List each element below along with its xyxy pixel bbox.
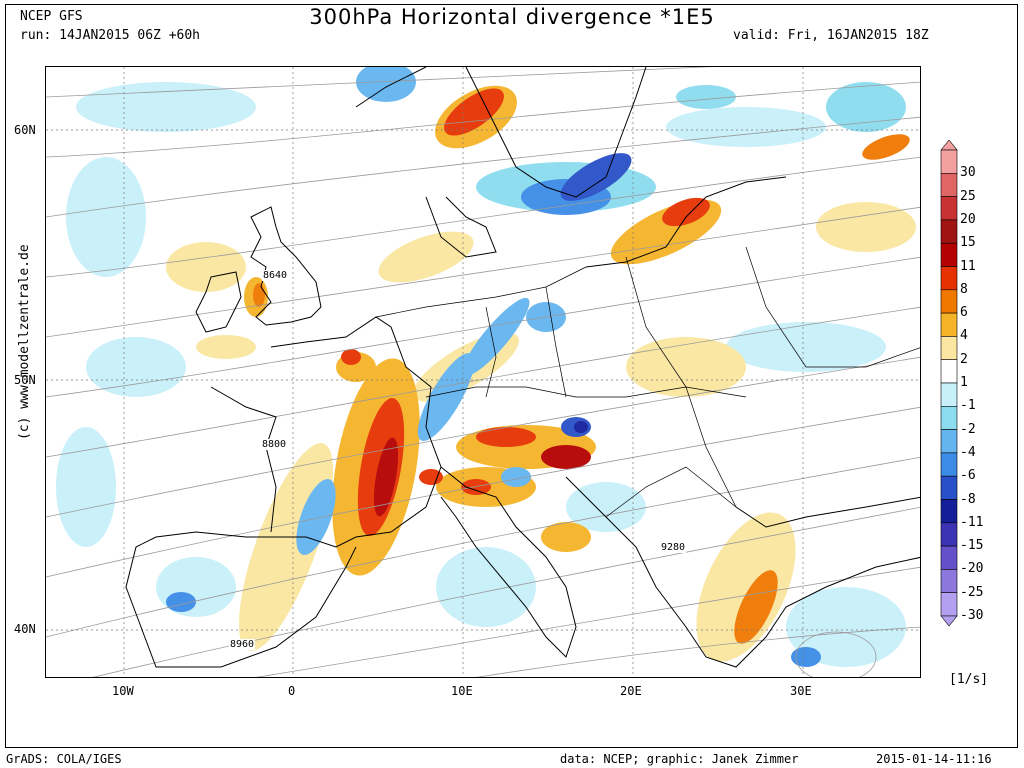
colorbar-label: 20 bbox=[960, 211, 976, 227]
colorbar-cell bbox=[940, 499, 958, 524]
lon-label-20e: 20E bbox=[620, 684, 642, 698]
colorbar-label: 30 bbox=[960, 165, 976, 181]
valid-time-label: valid: Fri, 16JAN2015 18Z bbox=[733, 28, 929, 43]
colorbar-label: 4 bbox=[960, 328, 968, 344]
model-label: NCEP GFS bbox=[20, 9, 83, 24]
lon-label-30e: 30E bbox=[790, 684, 812, 698]
colorbar-cell bbox=[940, 475, 958, 500]
colorbar-label: -4 bbox=[960, 444, 976, 460]
colorbar-cell bbox=[940, 289, 958, 314]
footer-timestamp: 2015-01-14-11:16 bbox=[876, 752, 992, 766]
colorbar-cell bbox=[940, 569, 958, 593]
contour-label-8960: 8960 bbox=[229, 639, 256, 650]
colorbar-cell bbox=[940, 405, 958, 430]
colorbar-label: -2 bbox=[960, 421, 976, 437]
colorbar-label: -6 bbox=[960, 468, 976, 484]
colorbar bbox=[940, 140, 958, 627]
colorbar-cell bbox=[940, 382, 958, 407]
divergence-shading bbox=[56, 67, 916, 667]
colorbar-label: -8 bbox=[960, 491, 976, 507]
map-canvas bbox=[46, 67, 920, 677]
colorbar-cell bbox=[940, 266, 958, 291]
colorbar-label: 11 bbox=[960, 258, 976, 274]
footer-credit: data: NCEP; graphic: Janek Zimmer bbox=[560, 752, 799, 766]
colorbar-label: 8 bbox=[960, 281, 968, 297]
colorbar-cell bbox=[940, 522, 958, 547]
colorbar-label: -15 bbox=[960, 538, 984, 554]
colorbar-cell bbox=[940, 149, 958, 174]
colorbar-cell bbox=[940, 219, 958, 244]
colorbar-cell bbox=[940, 242, 958, 267]
colorbar-cell bbox=[940, 592, 958, 617]
contour-label-9280: 9280 bbox=[660, 542, 687, 553]
side-credit: (c) www.modellzentrale.de bbox=[17, 244, 32, 440]
lon-label-10e: 10E bbox=[451, 684, 473, 698]
colorbar-label: 6 bbox=[960, 305, 968, 321]
coastlines bbox=[125, 67, 920, 668]
colorbar-cell bbox=[940, 545, 958, 570]
lat-label-40n: 40N bbox=[14, 622, 36, 636]
colorbar-cell bbox=[940, 312, 958, 337]
colorbar-label: 2 bbox=[960, 351, 968, 367]
divergence-map: 8640 8800 8960 9280 bbox=[45, 66, 921, 678]
colorbar-label: -30 bbox=[960, 608, 984, 623]
colorbar-label: -11 bbox=[960, 514, 984, 530]
colorbar-cap-bottom bbox=[940, 615, 958, 627]
plot-frame bbox=[5, 4, 1018, 748]
contour-label-8800: 8800 bbox=[261, 439, 288, 450]
colorbar-cell bbox=[940, 429, 958, 454]
colorbar-label: 25 bbox=[960, 188, 976, 204]
colorbar-cell bbox=[940, 336, 958, 360]
lon-label-0: 0 bbox=[288, 684, 296, 698]
lat-label-60n: 60N bbox=[14, 123, 36, 137]
colorbar-cell bbox=[940, 172, 958, 197]
graticule bbox=[46, 67, 920, 677]
colorbar-label: -20 bbox=[960, 561, 984, 577]
colorbar-cap-top bbox=[940, 140, 958, 151]
lat-label-50n: 50N bbox=[14, 373, 36, 387]
colorbar-unit: [1/s] bbox=[949, 672, 989, 687]
contour-label-8640: 8640 bbox=[262, 270, 289, 281]
colorbar-cell bbox=[940, 359, 958, 384]
colorbar-label: 15 bbox=[960, 235, 976, 251]
colorbar-cell bbox=[940, 452, 958, 477]
colorbar-label: 1 bbox=[960, 375, 968, 390]
colorbar-label: -25 bbox=[960, 584, 984, 600]
run-label: run: 14JAN2015 06Z +60h bbox=[20, 28, 201, 43]
chart-title: 300hPa Horizontal divergence *1E5 bbox=[309, 5, 715, 29]
footer-software: GrADS: COLA/IGES bbox=[6, 752, 122, 766]
lon-label-10w: 10W bbox=[112, 684, 134, 698]
colorbar-label: -1 bbox=[960, 398, 976, 414]
colorbar-cell bbox=[940, 196, 958, 221]
